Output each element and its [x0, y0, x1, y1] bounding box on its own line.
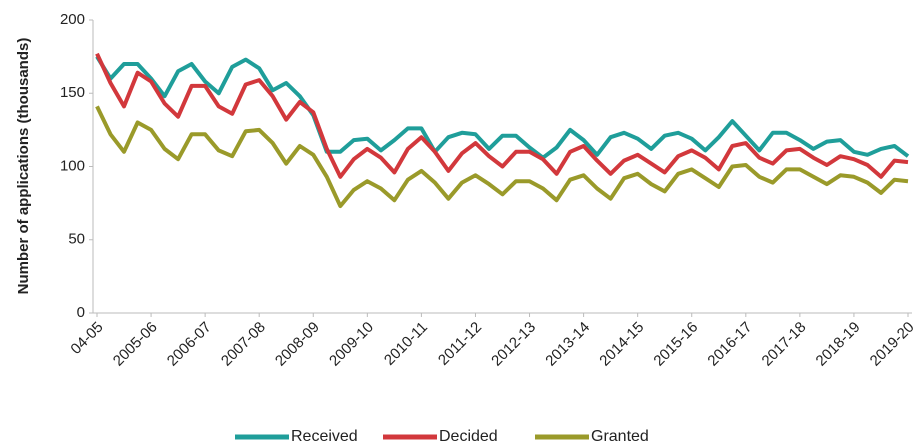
x-tick-label: 2006-07 [164, 319, 215, 370]
y-tick-label: 100 [60, 157, 85, 174]
x-tick-label: 2019-20 [867, 319, 914, 370]
y-tick-label: 50 [68, 231, 85, 248]
x-tick-label: 2014-15 [596, 319, 647, 370]
series-line [95, 52, 909, 179]
legend-label: Received [291, 428, 358, 445]
x-tick-label: 2012-13 [488, 319, 539, 370]
x-tick-label: 2008-09 [272, 319, 323, 370]
series-line [95, 55, 910, 160]
y-tick-label: 200 [60, 11, 85, 28]
x-tick-label: 2013-14 [542, 319, 593, 370]
series-line [95, 105, 909, 209]
x-tick-label: 2018-19 [813, 319, 864, 370]
legend-label: Granted [591, 428, 649, 445]
x-tick-label: 2017-18 [759, 319, 810, 370]
y-axis-title: Number of applications (thousands) [15, 38, 32, 295]
y-tick-label: 150 [60, 84, 85, 101]
x-tick-label: 2015-16 [650, 319, 701, 370]
x-tick-label: 2010-11 [381, 319, 431, 369]
legend-label: Decided [439, 428, 498, 445]
x-tick-label: 2016-17 [704, 319, 755, 370]
y-tick-label: 0 [77, 304, 85, 321]
x-tick-label: 2007-08 [218, 319, 269, 370]
x-tick-label: 2005-06 [110, 319, 161, 370]
x-tick-label: 2009-10 [326, 319, 377, 370]
x-tick-label: 2011-12 [435, 319, 485, 369]
x-tick-label: 04-05 [67, 319, 106, 358]
